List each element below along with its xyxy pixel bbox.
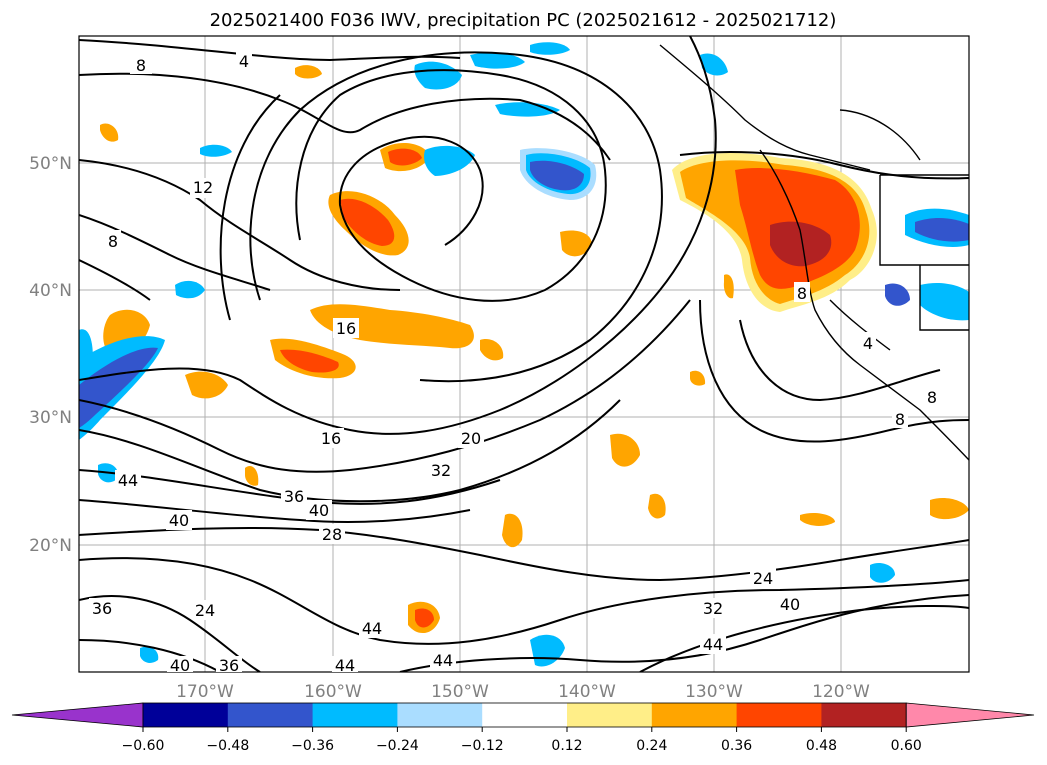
- contour-label: 44: [433, 651, 453, 670]
- colorbar-tick-label: −0.12: [461, 738, 504, 754]
- lat-label: 40°N: [29, 281, 72, 301]
- colorbar-segment: [227, 703, 314, 727]
- colorbar-extend-max: [905, 702, 1035, 728]
- contour-label: 20: [461, 429, 481, 448]
- colorbar-segment: [821, 703, 907, 727]
- colorbar-tick-label: −0.36: [291, 738, 334, 754]
- map-panel: [78, 35, 970, 673]
- contour-label: 8: [108, 232, 118, 251]
- contour-labels: 8 4 8 12 16 16 20 32 36 40 28 40 44 44 3…: [89, 50, 940, 675]
- colorbar-tick-label: −0.60: [122, 738, 165, 754]
- contour-label: 40: [170, 656, 190, 675]
- colorbar: −0.60 −0.48 −0.36 −0.24 −0.12 0.12 0.24 0.36 0.4…: [11, 702, 1035, 754]
- colorbar-segments: [11, 702, 1035, 728]
- contour-label: 40: [780, 595, 800, 614]
- lat-label: 50°N: [29, 154, 72, 174]
- contour-label: 4: [863, 334, 873, 353]
- lon-label: 140°W: [558, 682, 616, 702]
- colorbar-segment: [567, 703, 653, 727]
- contour-label: 16: [321, 429, 341, 448]
- contour-label: 36: [284, 487, 304, 506]
- colorbar-outline: [142, 702, 907, 728]
- contour-label: 44: [703, 635, 723, 654]
- colorbar-segment: [143, 703, 229, 727]
- contour-label: 40: [309, 501, 329, 520]
- figure-title: 2025021400 F036 IWV, precipitation PC (2…: [210, 10, 837, 31]
- colorbar-tick-label: 0.36: [721, 738, 752, 754]
- contour-label: 8: [136, 56, 146, 75]
- colorbar-segment: [397, 703, 483, 727]
- colorbar-extend-min: [11, 702, 144, 728]
- contour-label: 40: [169, 511, 189, 530]
- lon-label: 170°W: [176, 682, 234, 702]
- colorbar-tick-label: 0.12: [551, 738, 582, 754]
- lon-label: 120°W: [812, 682, 870, 702]
- graticule: [79, 36, 969, 672]
- contour-label: 4: [239, 52, 249, 71]
- colorbar-tick-label: 0.60: [891, 738, 922, 754]
- contour-label: 8: [927, 388, 937, 407]
- colorbar-segment: [482, 703, 568, 727]
- contour-label: 32: [431, 461, 451, 480]
- lat-label: 20°N: [29, 536, 72, 556]
- lon-label: 160°W: [304, 682, 362, 702]
- coastlines: [659, 44, 969, 461]
- longitude-labels: 170°W 160°W 150°W 140°W 130°W 120°W: [176, 682, 870, 702]
- colorbar-segment: [736, 703, 822, 727]
- contour-label: 24: [753, 569, 773, 588]
- contour-label: 44: [362, 619, 382, 638]
- contour-label: 16: [336, 319, 356, 338]
- contour-label: 44: [118, 471, 138, 490]
- contour-label: 24: [195, 601, 215, 620]
- contour-label: 12: [193, 178, 213, 197]
- contour-label: 28: [322, 525, 342, 544]
- lon-label: 130°W: [685, 682, 743, 702]
- map-frame: [78, 35, 970, 673]
- colorbar-segment: [312, 703, 398, 727]
- contour-label: 36: [92, 599, 112, 618]
- contour-label: 8: [895, 410, 905, 429]
- latitude-labels: 50°N 40°N 30°N 20°N: [29, 154, 72, 556]
- contour-label: 36: [219, 656, 239, 675]
- colorbar-tick-label: 0.24: [636, 738, 667, 754]
- contour-label: 44: [335, 656, 355, 675]
- contour-label: 8: [797, 284, 807, 303]
- contour-label: 32: [703, 599, 723, 618]
- colorbar-tick-label: 0.48: [806, 738, 837, 754]
- lat-label: 30°N: [29, 408, 72, 428]
- colorbar-ticks: −0.60 −0.48 −0.36 −0.24 −0.12 0.12 0.24 0.36 0.4…: [122, 727, 922, 754]
- colorbar-segment: [651, 703, 738, 727]
- precip-positive: [100, 65, 969, 634]
- colorbar-tick-label: −0.48: [206, 738, 249, 754]
- map-background: [79, 36, 969, 672]
- iwv-contours: [79, 36, 969, 672]
- lon-label: 150°W: [431, 682, 489, 702]
- colorbar-tick-label: −0.24: [376, 738, 419, 754]
